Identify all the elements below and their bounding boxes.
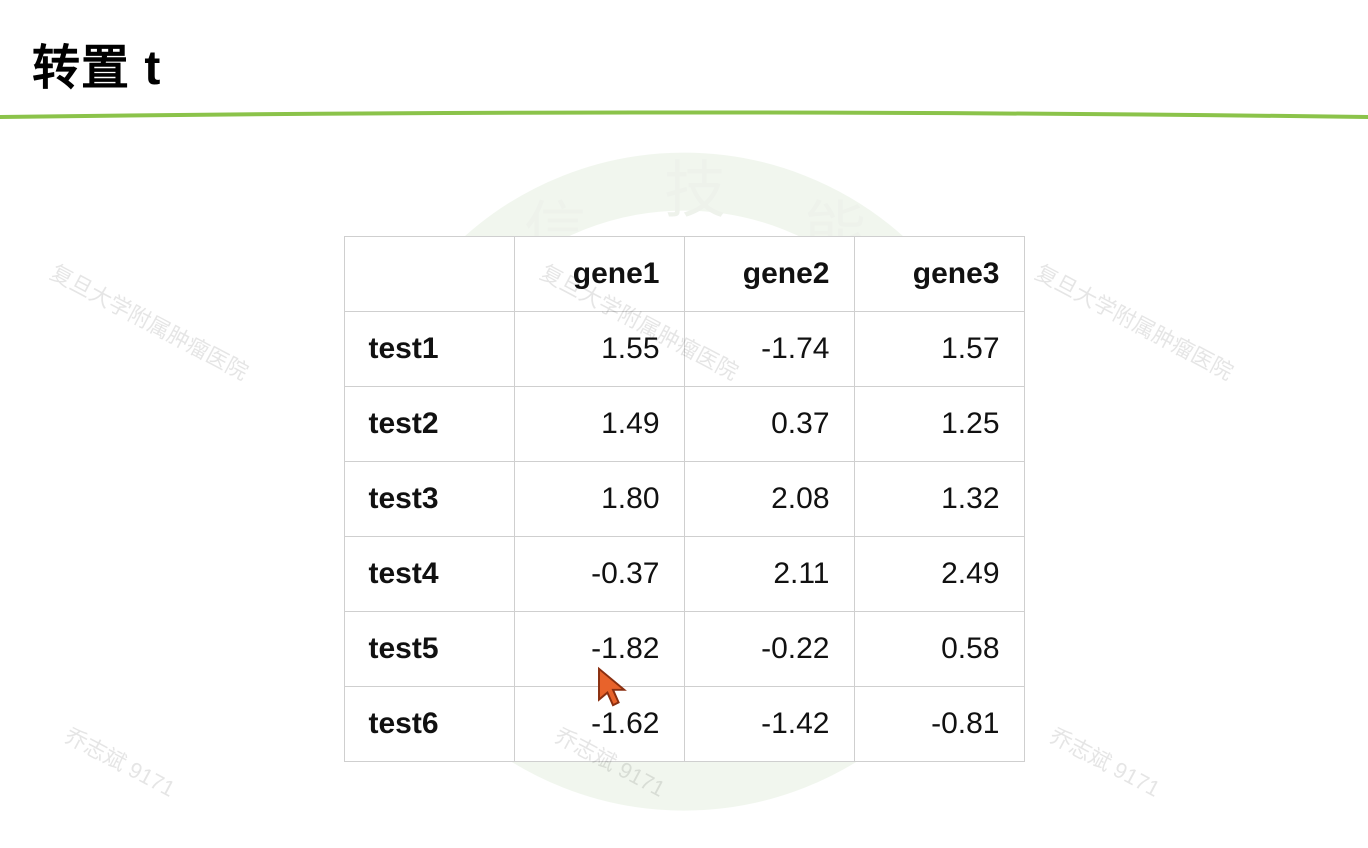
table-cell: 2.08 <box>684 462 854 537</box>
table-row: test1 1.55 -1.74 1.57 <box>344 312 1024 387</box>
row-header: test4 <box>344 537 514 612</box>
table-row: test2 1.49 0.37 1.25 <box>344 387 1024 462</box>
table-row: test6 -1.62 -1.42 -0.81 <box>344 687 1024 762</box>
row-header: test2 <box>344 387 514 462</box>
col-header: gene1 <box>514 237 684 312</box>
row-header: test6 <box>344 687 514 762</box>
table-cell: -0.22 <box>684 612 854 687</box>
table-cell: 1.49 <box>514 387 684 462</box>
table-cell: 1.55 <box>514 312 684 387</box>
page-title: 转置 t <box>32 28 1368 98</box>
table-cell: 2.11 <box>684 537 854 612</box>
seal-char: 技 <box>664 158 726 226</box>
row-header: test3 <box>344 462 514 537</box>
row-header: test1 <box>344 312 514 387</box>
table-row: test4 -0.37 2.11 2.49 <box>344 537 1024 612</box>
table-row: test3 1.80 2.08 1.32 <box>344 462 1024 537</box>
table-cell: 2.49 <box>854 537 1024 612</box>
title-underline <box>0 110 1368 116</box>
table-cell: -1.42 <box>684 687 854 762</box>
data-table: gene1 gene2 gene3 test1 1.55 -1.74 1.57 … <box>344 236 1025 762</box>
table-cell: 1.57 <box>854 312 1024 387</box>
table-cell: 1.25 <box>854 387 1024 462</box>
table-cell: -0.81 <box>854 687 1024 762</box>
table-cell: -1.74 <box>684 312 854 387</box>
table-header-row: gene1 gene2 gene3 <box>344 237 1024 312</box>
table-cell: 1.80 <box>514 462 684 537</box>
row-header: test5 <box>344 612 514 687</box>
table-row: test5 -1.82 -0.22 0.58 <box>344 612 1024 687</box>
col-header: gene3 <box>854 237 1024 312</box>
title-area: 转置 t <box>0 0 1368 98</box>
table-cell: -0.37 <box>514 537 684 612</box>
table-corner-cell <box>344 237 514 312</box>
table-cell: 0.58 <box>854 612 1024 687</box>
table-cell: -1.62 <box>514 687 684 762</box>
col-header: gene2 <box>684 237 854 312</box>
table-cell: 0.37 <box>684 387 854 462</box>
table-cell: -1.82 <box>514 612 684 687</box>
table-cell: 1.32 <box>854 462 1024 537</box>
